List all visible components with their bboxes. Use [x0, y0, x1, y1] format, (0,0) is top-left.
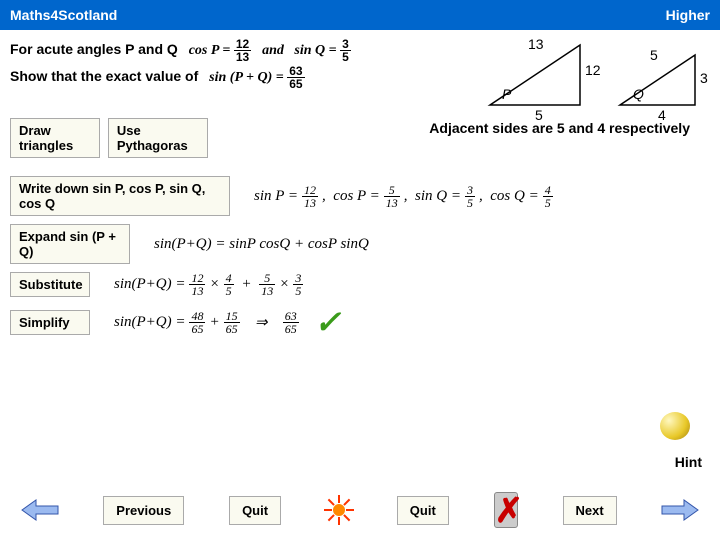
t1-angle: P: [502, 86, 512, 102]
next-button[interactable]: Next: [563, 496, 617, 525]
arrow-left-icon[interactable]: [22, 500, 58, 520]
write-formula: sin P = 1213, cos P = 513, sin Q = 35, c…: [254, 184, 553, 209]
hint-label[interactable]: Hint: [675, 454, 702, 470]
quit-button-2[interactable]: Quit: [397, 496, 449, 525]
t2-opp: 3: [700, 70, 708, 86]
content-area: For acute angles P and Q cos P = 1213 an…: [0, 30, 720, 540]
sinQ-den: 5: [340, 51, 351, 63]
cosP-den: 13: [234, 51, 251, 63]
line1-prefix: For acute angles P and Q: [10, 41, 178, 57]
arrow-right-icon[interactable]: [662, 500, 698, 520]
step-substitute[interactable]: Substitute: [10, 272, 90, 297]
check-icon: ✓: [314, 303, 341, 341]
calculator-disabled-icon: ✗: [494, 492, 518, 528]
triangles-diagram: 13 12 5 P 5 3 4 Q: [480, 35, 710, 125]
adjacent-label: Adjacent sides are 5 and 4 respectively: [429, 120, 690, 136]
target-den: 65: [287, 78, 304, 90]
line2-prefix: Show that the exact value of: [10, 68, 198, 84]
t1-opp: 12: [585, 62, 601, 78]
step-pythagoras[interactable]: Use Pythagoras: [108, 118, 208, 158]
step-write[interactable]: Write down sin P, cos P, sin Q, cos Q: [10, 176, 230, 216]
sun-icon: [326, 497, 352, 523]
brand-text: Maths4Scotland: [10, 7, 117, 23]
t2-angle: Q: [633, 86, 644, 102]
t1-hyp: 13: [528, 36, 544, 52]
previous-button[interactable]: Previous: [103, 496, 184, 525]
steps-row-1: Draw triangles Use Pythagoras Adjacent s…: [10, 116, 710, 160]
header-bar: Maths4Scotland Higher: [0, 0, 720, 30]
step-draw[interactable]: Draw triangles: [10, 118, 100, 158]
step-expand[interactable]: Expand sin (P + Q): [10, 224, 130, 264]
hint-orb-icon[interactable]: [660, 412, 690, 440]
nav-bar: Previous Quit Quit ✗ Next: [0, 492, 720, 528]
row-write: Write down sin P, cos P, sin Q, cos Q si…: [10, 174, 710, 218]
quit-button-1[interactable]: Quit: [229, 496, 281, 525]
row-expand: Expand sin (P + Q) sin(P+Q) = sinP cosQ …: [10, 222, 710, 266]
expand-formula: sin(P+Q) = sinP cosQ + cosP sinQ: [154, 236, 369, 253]
t2-hyp: 5: [650, 47, 658, 63]
row-simplify: Simplify sin(P+Q) = 4865 + 1565 ⇒ 6365 ✓: [10, 303, 710, 341]
row-substitute: Substitute sin(P+Q) = 1213 × 45 + 513 × …: [10, 270, 710, 299]
step-simplify[interactable]: Simplify: [10, 310, 90, 335]
level-text: Higher: [666, 7, 710, 23]
simplify-formula: sin(P+Q) = 4865 + 1565 ⇒ 6365 ✓: [114, 303, 341, 341]
substitute-formula: sin(P+Q) = 1213 × 45 + 513 × 35: [114, 272, 303, 297]
